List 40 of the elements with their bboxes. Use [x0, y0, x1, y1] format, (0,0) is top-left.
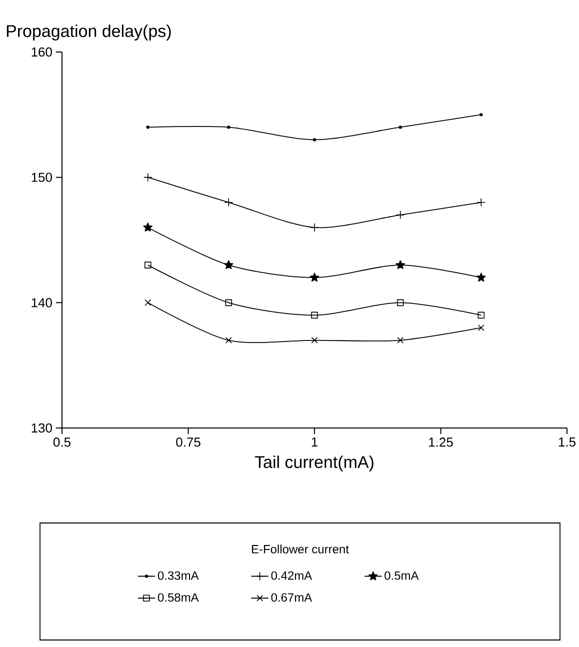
point	[226, 126, 230, 129]
point	[310, 312, 318, 319]
x-tick-label: 1.25	[428, 438, 453, 447]
x-tick-label: 0.5	[53, 438, 70, 447]
point	[396, 337, 404, 344]
legend-label: 0.42mA	[271, 571, 312, 580]
point	[478, 312, 484, 319]
legend-label: 0.58mA	[158, 593, 199, 602]
point	[146, 126, 150, 129]
point	[478, 324, 484, 331]
point	[310, 272, 320, 282]
x-tick-label: 0.75	[176, 438, 200, 447]
point	[396, 210, 405, 220]
y-tick-label: 150	[32, 172, 52, 182]
point	[311, 337, 318, 344]
point	[396, 260, 405, 270]
y-tick-label: 140	[32, 298, 52, 308]
point	[479, 113, 483, 116]
legend-label: 0.5mA	[384, 571, 419, 580]
y-tick-label: 130	[32, 423, 52, 433]
x-tick-label: 1.5	[558, 438, 576, 447]
point	[476, 198, 486, 207]
point	[224, 260, 234, 270]
legend-title: E-Follower current	[252, 544, 349, 554]
point	[398, 126, 402, 129]
y-axis-title: Propagation delay(ps)	[6, 24, 171, 40]
point	[476, 272, 486, 282]
point	[225, 299, 232, 306]
point	[312, 138, 316, 142]
legend-label: 0.67mA	[271, 593, 312, 602]
point	[143, 172, 152, 182]
point	[144, 262, 152, 268]
point	[143, 222, 152, 232]
point	[396, 299, 404, 306]
y-tick-label: 160	[32, 47, 52, 57]
point	[224, 198, 233, 207]
legend-label: 0.33mA	[158, 571, 199, 580]
x-tick-label: 1	[312, 438, 318, 446]
point	[225, 337, 232, 344]
x-axis-title: Tail current(mA)	[254, 456, 374, 472]
